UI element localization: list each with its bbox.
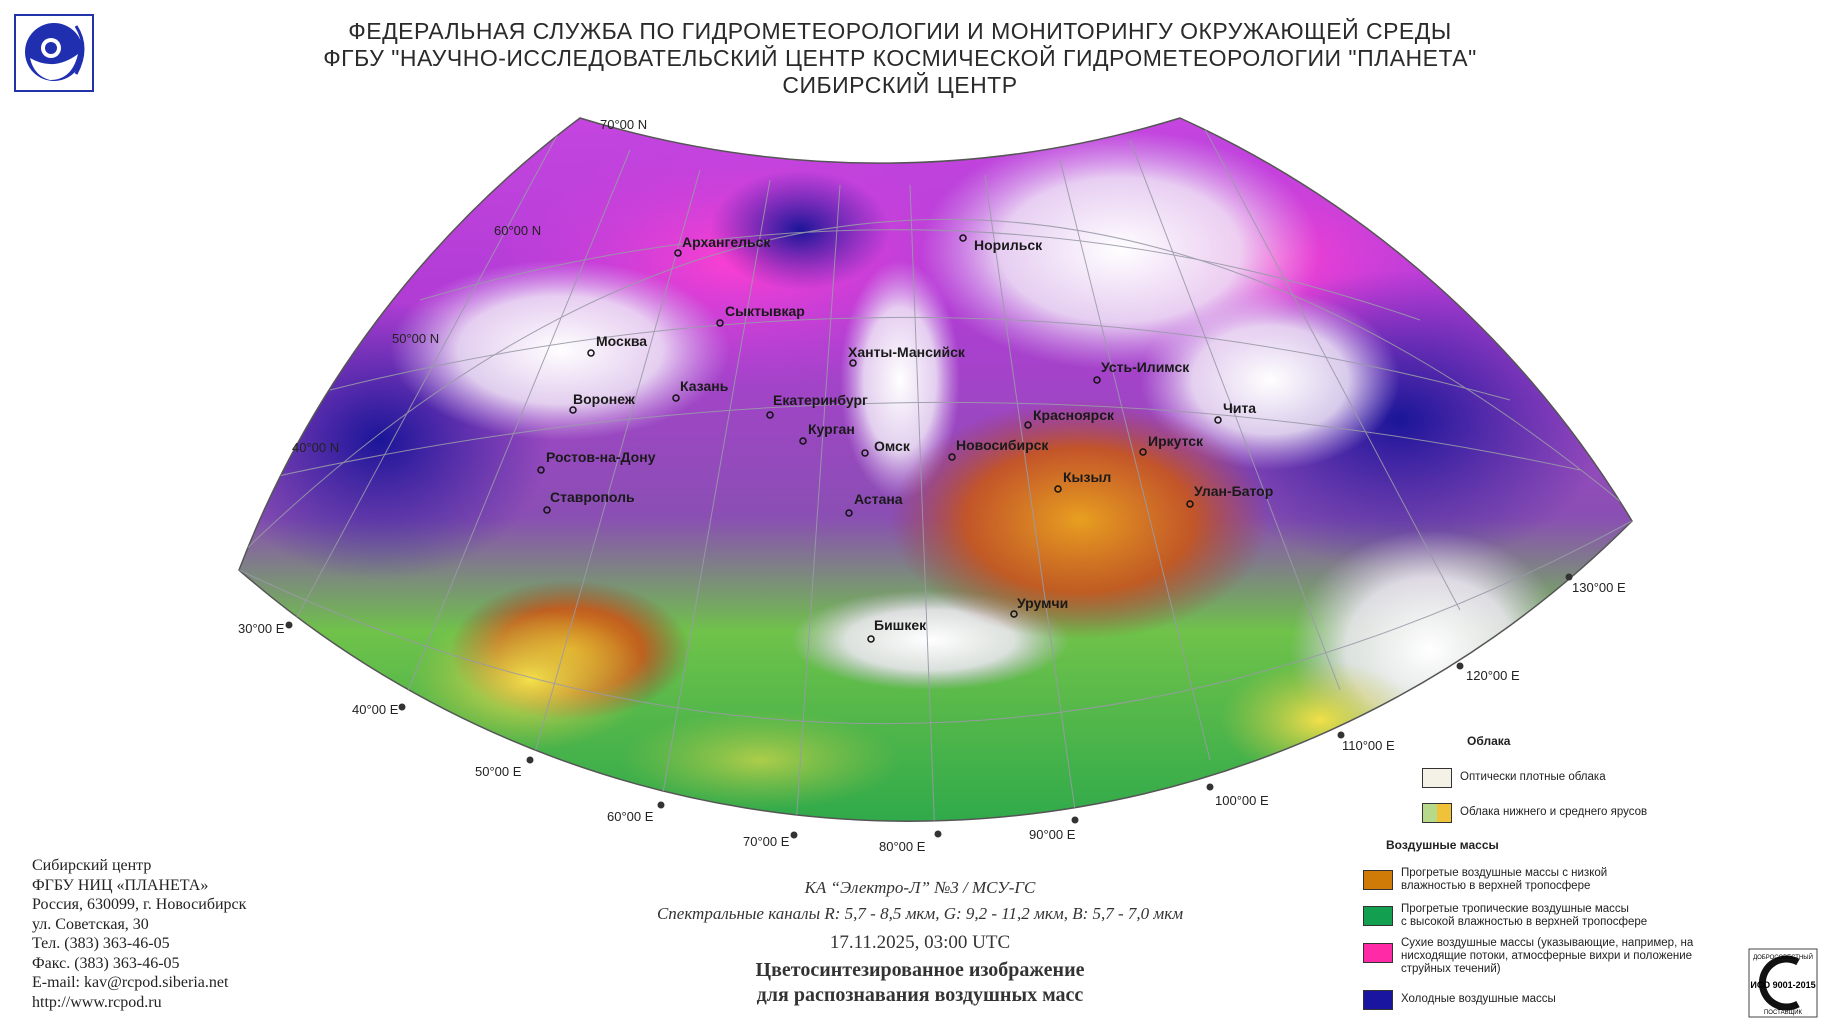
- lon-label-90: 90°00 E: [1029, 827, 1076, 842]
- address-line: ФГБУ НИЦ «ПЛАНЕТА»: [32, 876, 209, 894]
- svg-text:ПОСТАВЩИК: ПОСТАВЩИК: [1764, 1010, 1803, 1016]
- city-moscow: Москва: [596, 333, 647, 349]
- city-kyzyl: Кызыл: [1063, 469, 1111, 485]
- city-layer: Архангельск Норильск Сыктывкар Москва Ха…: [537, 234, 1273, 643]
- legend-label: Прогретые тропичеcкие воздушные массы: [1401, 903, 1629, 915]
- lon-label-80: 80°00 E: [879, 839, 926, 854]
- city-bishkek: Бишкек: [874, 617, 927, 633]
- legend-label: нисходящие потоки, атмосферные вихри и п…: [1401, 950, 1693, 962]
- city-omsk: Омск: [874, 438, 911, 454]
- map-frame: [238, 117, 1633, 822]
- city-yekaterinburg: Екатеринбург: [773, 392, 868, 408]
- legend-swatch: [1363, 943, 1393, 963]
- address-line: Сибирский центр: [32, 857, 152, 874]
- lon-label-110: 110°00 E: [1342, 738, 1395, 753]
- lon-label-120: 120°00 E: [1466, 668, 1520, 683]
- lat-label-40: 40°00 N: [292, 440, 339, 455]
- legend-label: Холодные воздушные массы: [1401, 993, 1556, 1005]
- city-irkutsk: Иркутск: [1148, 433, 1204, 449]
- lon-ticks: [285, 573, 1573, 839]
- lon-label-50: 50°00 E: [475, 764, 522, 779]
- legend-label: Прогретые воздушные массы с низкой: [1401, 867, 1608, 879]
- city-rostov-on-don: Ростов-на-Дону: [546, 449, 656, 465]
- header-line-1: ФЕДЕРАЛЬНАЯ СЛУЖБА ПО ГИДРОМЕТЕОРОЛОГИИ …: [348, 18, 1452, 44]
- address-block: Сибирский центр ФГБУ НИЦ «ПЛАНЕТА» Росси…: [32, 856, 246, 1012]
- address-line[interactable]: E-mail: kav@rcpod.siberia.net: [32, 974, 229, 991]
- legend-air-title: Воздушные массы: [1386, 838, 1499, 852]
- lon-label-40: 40°00 E: [352, 702, 399, 717]
- city-krasnoyarsk: Красноярск: [1033, 407, 1115, 423]
- legend-label: Оптически плотные облака: [1460, 771, 1606, 783]
- caption-datetime: 17.11.2025, 03:00 UTC: [829, 932, 1011, 953]
- lat-label-60: 60°00 N: [494, 223, 541, 238]
- lon-label-130: 130°00 E: [1572, 580, 1626, 595]
- header-line-2: ФГБУ "НАУЧНО-ИССЛЕДОВАТЕЛЬСКИЙ ЦЕНТР КОС…: [323, 45, 1477, 71]
- city-syktyvkar: Сыктывкар: [725, 303, 805, 319]
- city-urumqi: Урумчи: [1017, 595, 1068, 611]
- address-line: Тел. (383) 363-46-05: [32, 935, 170, 952]
- legend-clouds-title: Облака: [1467, 734, 1511, 748]
- header-line-3: СИБИРСКИЙ ЦЕНТР: [782, 72, 1018, 98]
- legend-swatch: [1422, 768, 1452, 788]
- lat-label-50: 50°00 N: [392, 331, 439, 346]
- city-khanty-mansiysk: Ханты-Мансийск: [848, 344, 966, 360]
- city-norilsk: Норильск: [974, 237, 1043, 253]
- city-novosibirsk: Новосибирск: [956, 437, 1049, 453]
- city-kazan: Казань: [680, 378, 729, 394]
- satellite-imagery: [239, 118, 1632, 822]
- legend-label: с высокой влажностью в верхней тропосфер…: [1401, 916, 1648, 928]
- city-arkhangelsk: Архангельск: [682, 234, 771, 250]
- iso-certification-logo-icon: ДОБРОСОВЕСТНЫЙ ИСО 9001-2015 ПОСТАВЩИК: [1748, 948, 1818, 1018]
- city-astana: Астана: [854, 491, 903, 507]
- lon-label-60: 60°00 E: [607, 809, 654, 824]
- city-ulaanbaatar: Улан-Батор: [1194, 483, 1273, 499]
- address-line: Россия, 630099, г. Новосибирск: [32, 896, 247, 913]
- caption-channels: Спектральные каналы R: 5,7 - 8,5 мкм, G:…: [656, 904, 1184, 923]
- legend-swatch: [1363, 870, 1393, 890]
- legend-label: Облака нижнего и среднего ярусов: [1460, 806, 1648, 818]
- legend-swatch: [1422, 803, 1452, 823]
- lon-label-30: 30°00 E: [238, 621, 285, 636]
- lon-label-70: 70°00 E: [743, 834, 790, 849]
- address-line: ул. Советская, 30: [32, 915, 149, 933]
- graticule: [239, 119, 1632, 822]
- city-stavropol: Ставрополь: [550, 489, 635, 505]
- legend-label: влажностью в верхней тропосфере: [1401, 880, 1591, 892]
- legend-label: Сухие воздушные массы (указывающие, напр…: [1401, 937, 1694, 949]
- legend-swatch: [1363, 990, 1393, 1010]
- legend-label: струйных течений): [1401, 963, 1501, 975]
- caption-satellite: КА “Электро-Л” №3 / МСУ-ГС: [804, 878, 1036, 897]
- address-line: Факс. (383) 363-46-05: [32, 954, 180, 972]
- planeta-logo-icon: [14, 14, 94, 92]
- caption-title-2: для распознавания воздушных масс: [756, 984, 1084, 1006]
- address-line[interactable]: http://www.rcpod.ru: [32, 993, 162, 1011]
- city-voronezh: Воронеж: [573, 391, 636, 407]
- svg-text:ДОБРОСОВЕСТНЫЙ: ДОБРОСОВЕСТНЫЙ: [1753, 953, 1813, 961]
- city-chita: Чита: [1223, 400, 1256, 416]
- svg-text:ИСО 9001-2015: ИСО 9001-2015: [1750, 980, 1815, 990]
- city-ust-ilimsk: Усть-Илимск: [1101, 359, 1190, 375]
- caption-title-1: Цветосинтезированное изображение: [755, 959, 1085, 981]
- city-kurgan: Курган: [808, 421, 855, 437]
- legend-swatch: [1363, 906, 1393, 926]
- lon-label-100: 100°00 E: [1215, 793, 1269, 808]
- lat-label-70: 70°00 N: [600, 117, 647, 132]
